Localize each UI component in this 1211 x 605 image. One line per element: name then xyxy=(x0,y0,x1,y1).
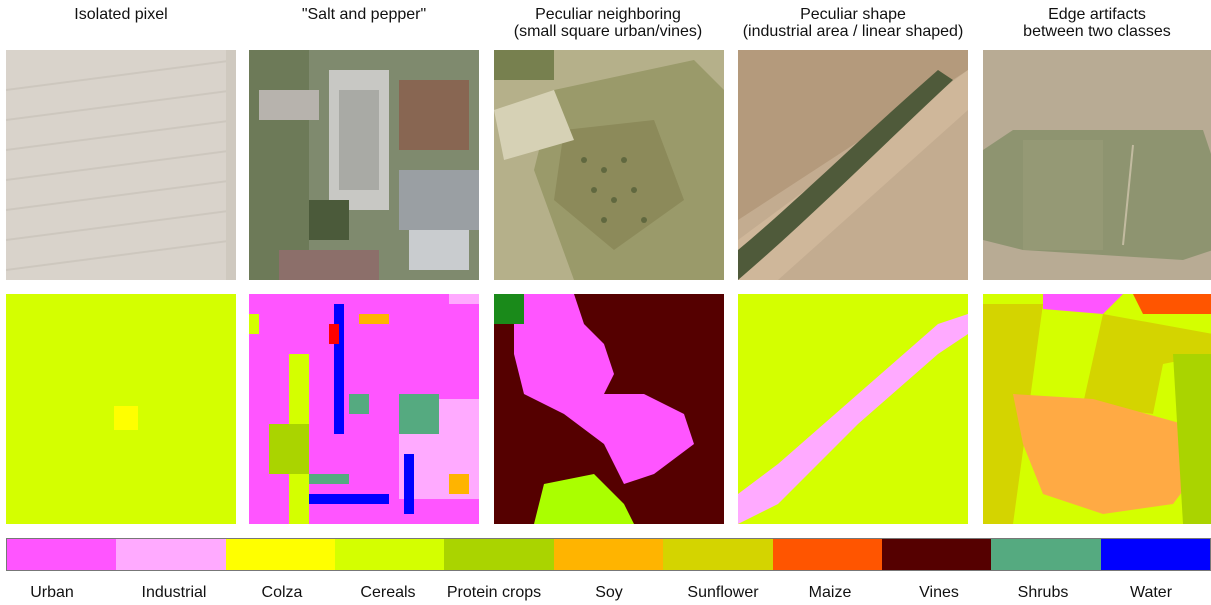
legend-label-sunflower: Sunflower xyxy=(687,584,759,601)
column-title-line: (small square urban/vines) xyxy=(513,23,703,40)
column-title-line: Peculiar shape xyxy=(800,6,906,23)
legend-label-urban: Urban xyxy=(30,584,74,601)
legend-swatch-industrial xyxy=(116,539,226,570)
legend-label-colza: Colza xyxy=(261,584,303,601)
aerial-image-peculiar-neighboring xyxy=(494,50,724,280)
column-title-line: Isolated pixel xyxy=(74,6,168,23)
legend-label-cereals: Cereals xyxy=(360,584,416,601)
classification-map-salt-and-pepper xyxy=(249,294,479,524)
legend-label-soy: Soy xyxy=(595,584,623,601)
aerial-image-salt-and-pepper xyxy=(249,50,479,280)
aerial-image-peculiar-shape xyxy=(738,50,968,280)
column-title-line: between two classes xyxy=(1023,23,1171,40)
legend-label-water: Water xyxy=(1129,584,1173,601)
column-title-isolated-pixel: Isolated pixel xyxy=(1,6,241,23)
classification-map-peculiar-shape xyxy=(738,294,968,524)
classification-map-isolated-pixel xyxy=(6,294,236,524)
legend-swatch-maize xyxy=(772,539,882,570)
column-title-peculiar-shape: Peculiar shape (industrial area / linear… xyxy=(733,6,973,40)
aerial-image-isolated-pixel xyxy=(6,50,236,280)
legend-swatch-sunflower xyxy=(663,539,773,570)
legend-swatch-cereals xyxy=(335,539,445,570)
classification-map-peculiar-neighboring xyxy=(494,294,724,524)
legend-swatch-vines xyxy=(881,539,992,570)
column-title-edge-artifacts: Edge artifacts between two classes xyxy=(977,6,1211,40)
column-title-line: "Salt and pepper" xyxy=(301,6,427,23)
legend-label-vines: Vines xyxy=(919,584,959,601)
legend-swatch-urban xyxy=(7,539,117,570)
legend-swatch-colza xyxy=(225,539,336,570)
column-title-line: Edge artifacts xyxy=(1048,6,1146,23)
legend-color-bar xyxy=(6,538,1211,571)
legend-label-protein-crops: Protein crops xyxy=(446,584,542,601)
legend-swatch-water xyxy=(1100,539,1210,570)
legend-label-shrubs: Shrubs xyxy=(1017,584,1069,601)
legend-label-maize: Maize xyxy=(808,584,852,601)
column-title-salt-and-pepper: "Salt and pepper" xyxy=(244,6,484,23)
column-title-peculiar-neighboring: Peculiar neighboring (small square urban… xyxy=(488,6,728,40)
legend-swatch-protein-crops xyxy=(444,539,554,570)
aerial-image-edge-artifacts xyxy=(983,50,1211,280)
column-title-line: Peculiar neighboring xyxy=(535,6,681,23)
legend-swatch-soy xyxy=(553,539,664,570)
column-title-line: (industrial area / linear shaped) xyxy=(742,23,964,40)
classification-map-edge-artifacts xyxy=(983,294,1211,524)
legend-swatch-shrubs xyxy=(991,539,1101,570)
legend-label-industrial: Industrial xyxy=(141,584,207,601)
